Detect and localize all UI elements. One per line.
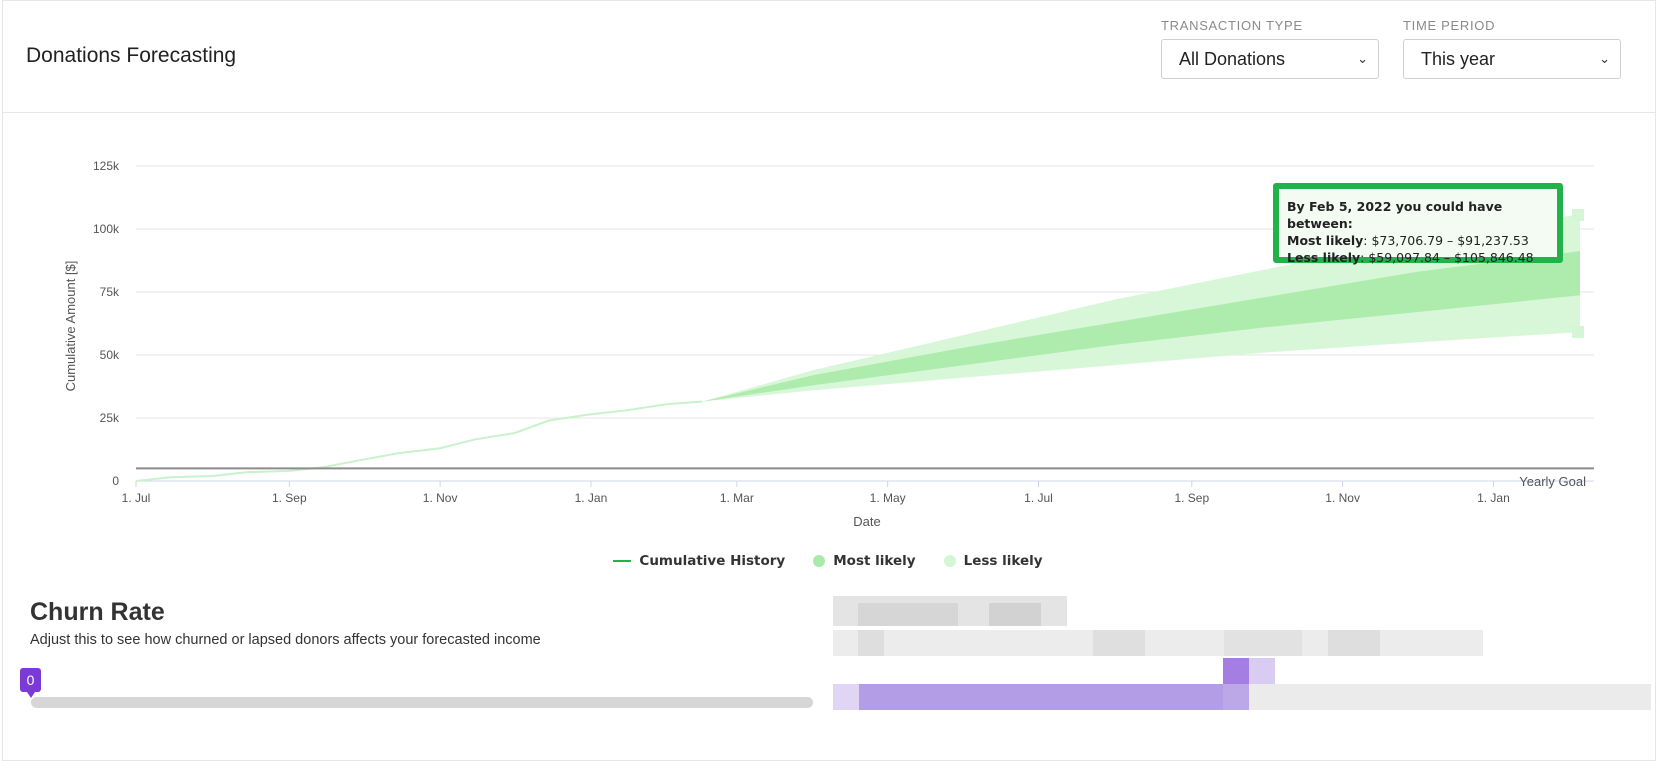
x-tick-label: 1. Jan: [575, 491, 608, 505]
cumulative-history-line: [135, 400, 703, 482]
y-axis-title: Cumulative Amount [$]: [63, 261, 78, 392]
x-tick-label: 1. Jan: [1477, 491, 1510, 505]
legend-item-less-likely[interactable]: Less likely: [943, 553, 1043, 569]
transaction-type-filter: TRANSACTION TYPE All Donations ⌄: [1161, 18, 1379, 79]
circle-icon: [813, 555, 826, 567]
churn-rate-description: Adjust this to see how churned or lapsed…: [30, 632, 541, 648]
pixel-block: [858, 603, 958, 626]
x-tick-label: 1. Sep: [272, 491, 307, 505]
chart-legend: Cumulative History Most likely Less like…: [0, 553, 1656, 569]
yearly-goal-label: Yearly Goal: [1519, 474, 1586, 489]
legend-history-label: Cumulative History: [639, 553, 786, 569]
forecast-tooltip: By Feb 5, 2022 you could have between: M…: [1273, 183, 1563, 265]
pixel-block: [1328, 630, 1380, 656]
y-tick-label: 125k: [93, 159, 120, 173]
card-header: Donations Forecasting TRANSACTION TYPE A…: [3, 1, 1655, 113]
pixel-block: [859, 684, 1223, 710]
tooltip-less-label: Less likely: [1287, 250, 1361, 265]
y-axis-ticks: 0 25k 50k 75k 100k 125k: [93, 159, 120, 488]
y-tick-label: 25k: [100, 411, 120, 425]
legend-item-most-likely[interactable]: Most likely: [813, 553, 916, 569]
x-tick-label: 1. Mar: [720, 491, 754, 505]
pixel-block: [989, 603, 1041, 626]
pixel-block: [1249, 658, 1275, 684]
tooltip-less-range: : $59,097.84 – $105,846.48: [1360, 250, 1534, 265]
churn-slider-track[interactable]: [31, 697, 813, 708]
x-tick-label: 1. Nov: [423, 491, 458, 505]
pixel-block: [1224, 630, 1302, 656]
x-tick-label: 1. Nov: [1325, 491, 1360, 505]
x-tick-label: 1. Jul: [122, 491, 151, 505]
time-period-label: TIME PERIOD: [1403, 18, 1496, 33]
page-title: Donations Forecasting: [26, 44, 237, 67]
time-period-value: This year: [1421, 48, 1496, 69]
pixel-block: [833, 684, 859, 710]
x-axis-title: Date: [853, 514, 880, 529]
y-tick-label: 0: [112, 474, 119, 488]
circle-icon: [943, 555, 956, 567]
y-tick-label: 75k: [100, 285, 120, 299]
time-period-filter: TIME PERIOD This year ⌄: [1403, 18, 1621, 79]
x-tick-label: 1. Jul: [1024, 491, 1053, 505]
tooltip-most-range: : $73,706.79 – $91,237.53: [1363, 233, 1529, 248]
y-tick-label: 100k: [93, 222, 120, 236]
transaction-type-select[interactable]: All Donations ⌄: [1161, 39, 1379, 79]
transaction-type-value: All Donations: [1179, 48, 1286, 69]
line-icon: [613, 560, 632, 562]
pixel-block: [833, 630, 1483, 656]
tooltip-most-label: Most likely: [1287, 233, 1364, 248]
chevron-down-icon: ⌄: [1357, 51, 1368, 66]
y-tick-label: 50k: [100, 348, 120, 362]
legend-less-label: Less likely: [963, 553, 1043, 569]
pixel-block: [1223, 658, 1249, 684]
x-axis-ticks: 1. Jul 1. Sep 1. Nov 1. Jan 1. Mar 1. May 1. J…: [122, 481, 1510, 505]
x-tick-label: 1. Sep: [1174, 491, 1209, 505]
churn-rate-title: Churn Rate: [30, 598, 165, 626]
pixel-block: [858, 630, 884, 656]
less-likely-low-marker: [1572, 326, 1584, 338]
churn-slider-handle[interactable]: 0: [20, 668, 41, 698]
time-period-select[interactable]: This year ⌄: [1403, 39, 1621, 79]
tooltip-heading: By Feb 5, 2022 you could have between:: [1287, 199, 1503, 231]
most-likely-band: [702, 251, 1580, 402]
x-tick-label: 1. May: [870, 491, 906, 505]
less-likely-high-marker: [1572, 209, 1584, 221]
legend-item-history[interactable]: Cumulative History: [613, 553, 785, 569]
legend-most-label: Most likely: [833, 553, 916, 569]
chevron-down-icon: ⌄: [1599, 51, 1610, 66]
chart-lines: [135, 400, 1594, 482]
pixel-block: [1093, 630, 1145, 656]
pixel-block: [1223, 684, 1249, 710]
transaction-type-label: TRANSACTION TYPE: [1161, 18, 1303, 33]
